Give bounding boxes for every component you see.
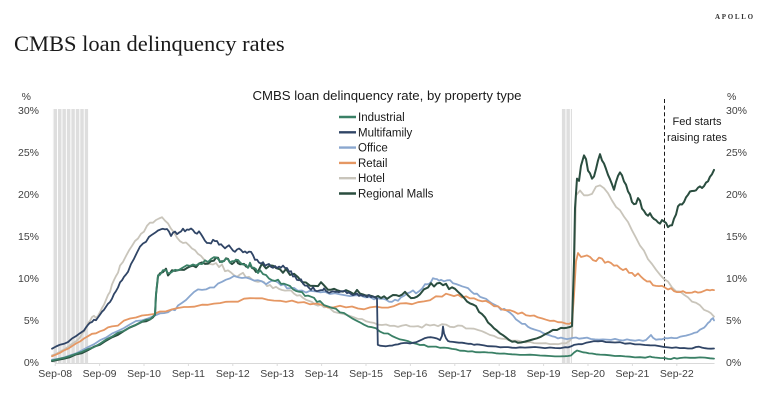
svg-text:raising rates: raising rates: [667, 132, 727, 144]
svg-text:Sep-16: Sep-16: [393, 368, 427, 380]
svg-text:Sep-09: Sep-09: [83, 368, 117, 380]
svg-text:Sep-11: Sep-11: [172, 368, 205, 380]
svg-text:Sep-13: Sep-13: [260, 368, 294, 380]
svg-text:Sep-18: Sep-18: [482, 368, 516, 380]
svg-text:Hotel: Hotel: [358, 173, 385, 185]
svg-text:30%: 30%: [726, 105, 747, 117]
svg-text:CMBS loan delinquency rate, by: CMBS loan delinquency rate, by property …: [252, 88, 521, 103]
svg-text:Regional Malls: Regional Malls: [358, 189, 434, 201]
svg-text:Sep-21: Sep-21: [615, 368, 649, 380]
svg-text:Retail: Retail: [358, 158, 387, 170]
svg-text:CMBS loan delinquency rates: CMBS loan delinquency rates: [14, 31, 285, 56]
svg-text:Sep-20: Sep-20: [571, 368, 605, 380]
svg-text:25%: 25%: [726, 147, 747, 159]
svg-text:15%: 15%: [18, 231, 39, 243]
svg-text:%: %: [22, 91, 31, 103]
svg-text:20%: 20%: [18, 189, 39, 201]
svg-text:Sep-14: Sep-14: [305, 368, 339, 380]
svg-text:Sep-19: Sep-19: [527, 368, 561, 380]
svg-text:5%: 5%: [24, 315, 39, 327]
svg-text:Multifamily: Multifamily: [358, 127, 413, 139]
svg-text:30%: 30%: [18, 105, 39, 117]
svg-text:Sep-15: Sep-15: [349, 368, 383, 380]
svg-text:Sep-10: Sep-10: [127, 368, 161, 380]
svg-text:Sep-12: Sep-12: [216, 368, 250, 380]
svg-text:Office: Office: [358, 143, 388, 155]
svg-text:Fed starts: Fed starts: [673, 116, 722, 128]
svg-text:10%: 10%: [726, 273, 747, 285]
svg-text:Sep-08: Sep-08: [38, 368, 72, 380]
svg-text:10%: 10%: [18, 273, 39, 285]
svg-text:APOLLO: APOLLO: [715, 13, 755, 21]
svg-text:0%: 0%: [24, 357, 39, 369]
svg-text:25%: 25%: [18, 147, 39, 159]
svg-text:Sep-22: Sep-22: [660, 368, 694, 380]
svg-text:5%: 5%: [726, 315, 741, 327]
svg-text:0%: 0%: [726, 357, 741, 369]
svg-text:Sep-17: Sep-17: [438, 368, 472, 380]
svg-text:15%: 15%: [726, 231, 747, 243]
svg-text:20%: 20%: [726, 189, 747, 201]
svg-text:%: %: [727, 91, 736, 103]
svg-text:Industrial: Industrial: [358, 112, 405, 124]
